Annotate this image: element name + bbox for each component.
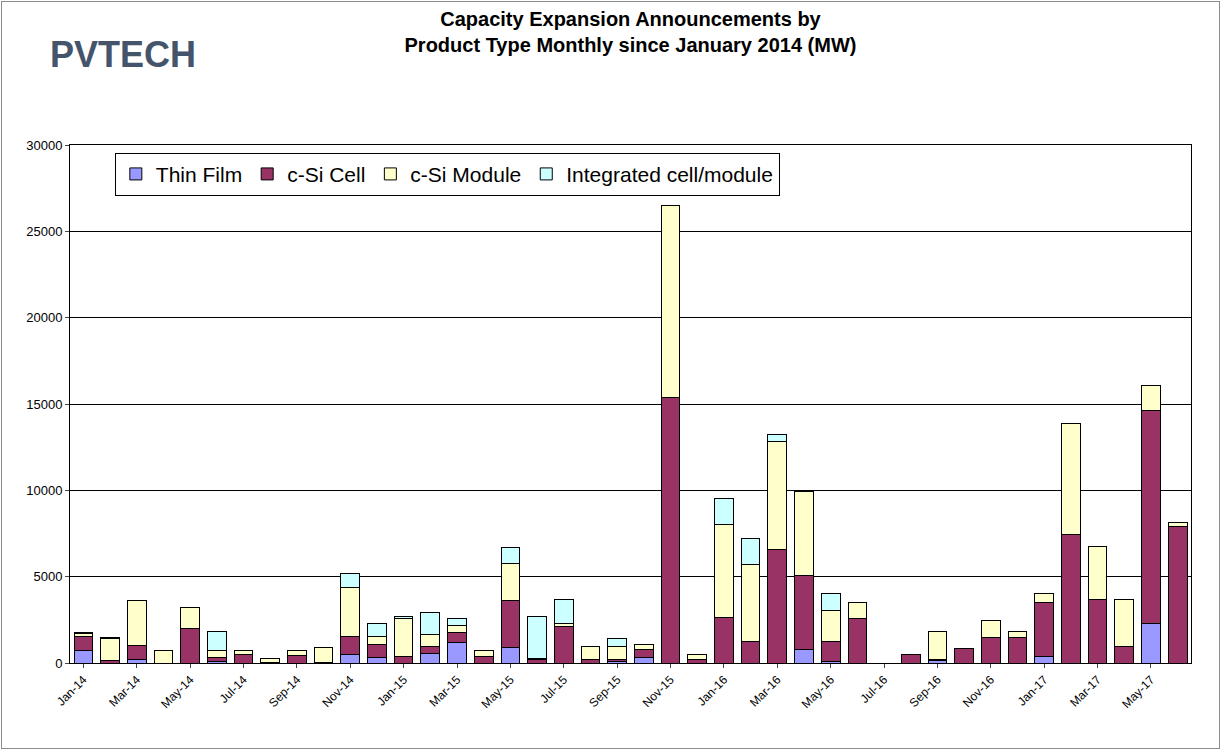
- svg-text:May-14: May-14: [158, 673, 196, 711]
- svg-text:Jan-17: Jan-17: [1015, 673, 1051, 709]
- svg-text:May-16: May-16: [799, 673, 837, 711]
- svg-text:c-Si Module: c-Si Module: [410, 163, 521, 186]
- svg-text:May-15: May-15: [479, 673, 517, 711]
- svg-text:Jul-16: Jul-16: [857, 673, 890, 706]
- svg-text:Mar-17: Mar-17: [1067, 673, 1104, 710]
- svg-text:5000: 5000: [33, 569, 62, 584]
- svg-text:c-Si Cell: c-Si Cell: [287, 163, 365, 186]
- svg-text:May-17: May-17: [1119, 673, 1157, 711]
- svg-text:Mar-16: Mar-16: [747, 673, 784, 710]
- svg-text:15000: 15000: [26, 397, 62, 412]
- svg-text:Mar-14: Mar-14: [106, 673, 143, 710]
- svg-text:Nov-14: Nov-14: [319, 673, 356, 710]
- svg-text:Jan-15: Jan-15: [374, 673, 410, 709]
- svg-text:30000: 30000: [26, 138, 62, 153]
- svg-text:25000: 25000: [26, 224, 62, 239]
- svg-text:Jul-15: Jul-15: [537, 673, 570, 706]
- svg-text:Jan-14: Jan-14: [54, 673, 90, 709]
- svg-text:Sep-16: Sep-16: [907, 673, 944, 710]
- svg-text:Sep-15: Sep-15: [586, 673, 623, 710]
- svg-text:PVTECH: PVTECH: [50, 34, 196, 75]
- svg-text:Jan-16: Jan-16: [694, 673, 730, 709]
- svg-text:Thin Film: Thin Film: [156, 163, 242, 186]
- svg-text:Mar-15: Mar-15: [427, 673, 464, 710]
- svg-text:10000: 10000: [26, 483, 62, 498]
- svg-text:Integrated cell/module: Integrated cell/module: [566, 163, 773, 186]
- svg-text:Nov-16: Nov-16: [960, 673, 997, 710]
- svg-text:Capacity Expansion Announcemen: Capacity Expansion Announcements byProdu…: [405, 8, 857, 56]
- svg-text:Nov-15: Nov-15: [640, 673, 677, 710]
- svg-text:0: 0: [55, 656, 62, 671]
- svg-text:20000: 20000: [26, 310, 62, 325]
- svg-text:Jul-14: Jul-14: [217, 673, 250, 706]
- svg-text:Sep-14: Sep-14: [266, 673, 303, 710]
